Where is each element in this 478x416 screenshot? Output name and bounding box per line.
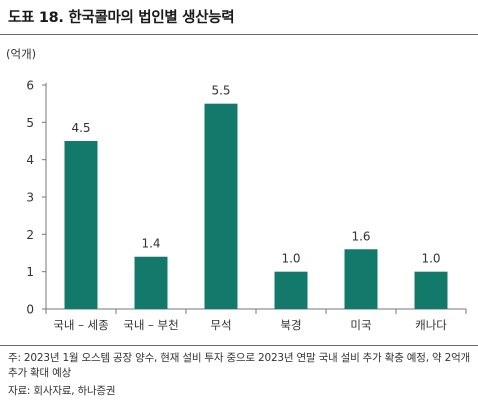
y-tick-label: 5 bbox=[26, 116, 34, 130]
bar-3 bbox=[204, 103, 238, 310]
data-label: 4.5 bbox=[71, 121, 90, 135]
y-tick-label: 4 bbox=[26, 153, 34, 167]
bar-4 bbox=[274, 271, 308, 309]
x-tick-label: 미국 bbox=[350, 318, 371, 332]
bar-chart: (억개) 0 1 2 3 4 5 6 4.5 국내 – 세종 1.4 국내 – 부천 5.5 무석 1.0 북… bbox=[6, 47, 467, 332]
bar-5 bbox=[344, 249, 378, 309]
y-tick-label: 2 bbox=[26, 228, 34, 242]
bar-6 bbox=[414, 271, 448, 309]
y-unit-label: (억개) bbox=[6, 47, 36, 61]
bar-1 bbox=[64, 141, 98, 309]
y-tick-label: 0 bbox=[26, 303, 34, 317]
x-tick-label: 국내 – 부천 bbox=[123, 318, 178, 332]
data-label: 1.6 bbox=[351, 229, 370, 243]
title-divider bbox=[0, 34, 478, 35]
footnote-divider bbox=[0, 345, 478, 346]
x-tick-label: 북경 bbox=[280, 318, 301, 332]
source-text: 자료: 회사자료, 하나증권 bbox=[8, 385, 116, 397]
data-label: 1.4 bbox=[141, 237, 160, 251]
y-tick-label: 1 bbox=[26, 265, 34, 279]
x-tick-label: 캐나다 bbox=[415, 318, 447, 332]
footnote-text: 주: 2023년 1월 오스템 공장 양수, 현재 설비 투자 중으로 2023… bbox=[8, 352, 470, 379]
y-tick-label: 6 bbox=[26, 79, 34, 93]
chart-title: 도표 18. 한국콜마의 법인별 생산능력 bbox=[8, 10, 235, 26]
x-tick-label: 무석 bbox=[210, 318, 231, 332]
bar-2 bbox=[134, 256, 168, 309]
data-label: 5.5 bbox=[211, 84, 230, 98]
data-label: 1.0 bbox=[421, 252, 440, 266]
y-tick-label: 3 bbox=[26, 191, 34, 205]
data-label: 1.0 bbox=[281, 252, 300, 266]
x-tick-label: 국내 – 세종 bbox=[53, 318, 108, 332]
